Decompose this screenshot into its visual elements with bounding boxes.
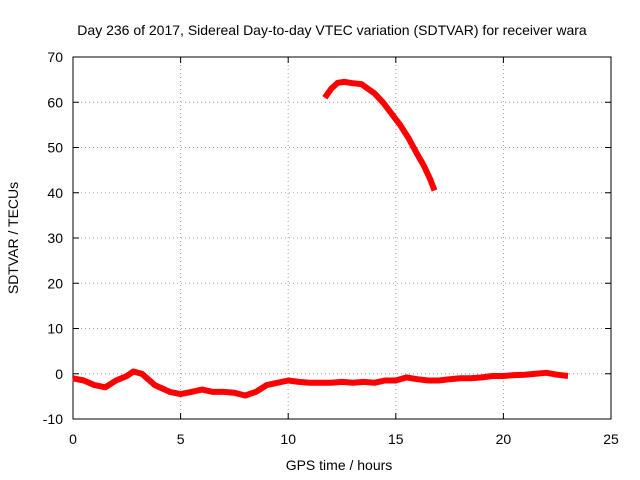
- x-axis: 0 5 10 15 20 25: [69, 57, 619, 447]
- series-line-baseline: [72, 368, 569, 399]
- x-tick-label: 0: [69, 431, 77, 447]
- y-tick-label: 70: [47, 49, 63, 65]
- y-tick-label: 10: [47, 321, 63, 337]
- x-tick-label: 5: [177, 431, 185, 447]
- x-tick-label: 20: [496, 431, 512, 447]
- x-tick-label: 15: [388, 431, 404, 447]
- y-tick-label: 30: [47, 230, 63, 246]
- series-line-arc: [322, 78, 438, 192]
- y-tick-label: 50: [47, 140, 63, 156]
- y-tick-label: 20: [47, 275, 63, 291]
- y-tick-label: -10: [43, 411, 63, 427]
- chart-title: Day 236 of 2017, Sidereal Day-to-day VTE…: [77, 22, 587, 38]
- y-tick-label: 0: [55, 366, 63, 382]
- y-axis-label: SDTVAR / TECUs: [5, 182, 21, 294]
- x-axis-label: GPS time / hours: [286, 457, 393, 473]
- series-group: [72, 78, 569, 399]
- grid: [73, 57, 611, 419]
- x-tick-label: 10: [280, 431, 296, 447]
- y-axis: -10 0 10 20 30 40 50 60 70: [43, 49, 611, 427]
- x-tick-label: 25: [603, 431, 619, 447]
- y-tick-label: 60: [47, 94, 63, 110]
- y-tick-label: 40: [47, 185, 63, 201]
